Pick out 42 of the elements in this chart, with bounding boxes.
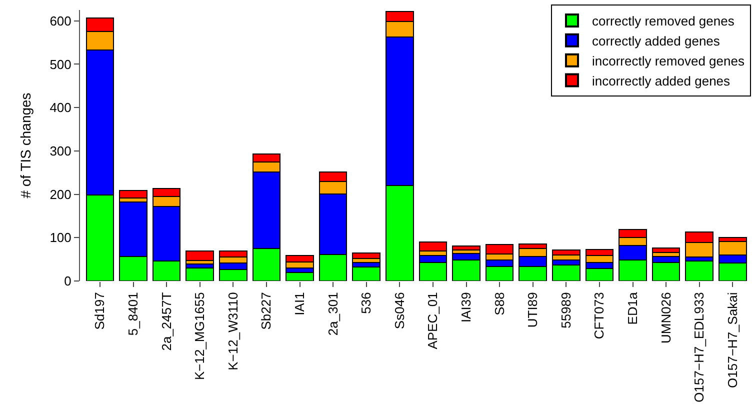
x-tick-label: IAI1 <box>292 292 308 316</box>
x-tick-label: 5_8401 <box>126 292 141 336</box>
bar <box>452 245 480 251</box>
x-tick-label: 55989 <box>558 292 574 328</box>
x-tick-label: UMN026 <box>658 292 674 344</box>
y-tick-label: 600 <box>50 13 72 28</box>
y-tick-label: 200 <box>50 186 72 202</box>
y-tick-label: 0 <box>64 274 72 289</box>
x-tick-label: 2a_301 <box>325 292 340 336</box>
x-tick-label: Sd197 <box>92 292 108 330</box>
bar <box>652 248 680 253</box>
y-tick-label: 400 <box>50 100 72 116</box>
x-tick-label: 536 <box>358 292 374 314</box>
x-tick-label: Ss046 <box>392 292 407 330</box>
x-tick-label: CFT073 <box>592 292 607 340</box>
bar <box>119 190 148 199</box>
bar <box>352 252 381 259</box>
bar <box>552 264 580 281</box>
bar <box>186 267 214 281</box>
x-tick-label: O157−H7_Sakai <box>724 292 740 388</box>
x-tick-label: 2a_2457T <box>158 292 174 351</box>
bar <box>186 250 214 262</box>
legend-label: correctly removed genes <box>592 14 735 29</box>
y-tick-label: 500 <box>50 56 72 72</box>
y-tick-label: 300 <box>50 143 72 158</box>
x-tick-label: ED1a <box>625 291 640 325</box>
x-tick-label: K−12_MG1655 <box>192 292 208 380</box>
y-axis-title: # of TIS changes <box>17 92 34 198</box>
x-tick-label: APEC_01 <box>425 292 440 350</box>
x-tick-label: K−12_W3110 <box>225 292 240 370</box>
legend-label: incorrectly added genes <box>592 73 731 88</box>
bar <box>352 266 381 281</box>
bar <box>418 241 448 252</box>
x-tick-label: S88 <box>492 292 507 316</box>
legend-label: correctly added genes <box>592 34 720 48</box>
bar <box>685 260 714 281</box>
legend-label: incorrectly removed genes <box>592 53 745 68</box>
x-tick-label: UTI89 <box>525 292 540 328</box>
x-tick-label: Sb227 <box>258 292 274 330</box>
x-tick-label: O157−H7_EDL933 <box>692 292 707 402</box>
x-tick-label: IAI39 <box>458 292 474 323</box>
y-tick-label: 100 <box>50 230 72 246</box>
